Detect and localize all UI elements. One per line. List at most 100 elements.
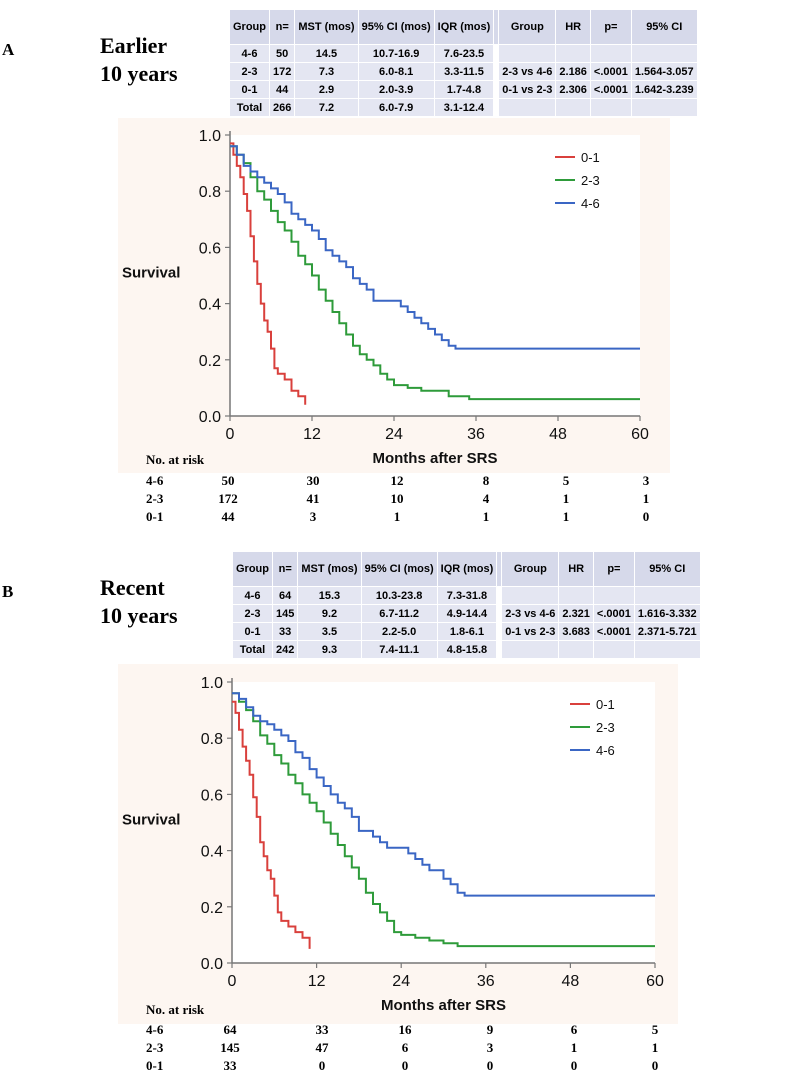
- x-axis-label: Months after SRS: [372, 450, 497, 467]
- risk-count: 0: [651, 1058, 659, 1073]
- stats-header-cell: 95% CI (mos): [361, 552, 437, 586]
- stats-header-cell: IQR (mos): [434, 10, 494, 44]
- y-tick-label: 1.0: [199, 128, 221, 145]
- risk-count: 8: [482, 473, 490, 488]
- stats-row: 0-1 33 3.5 2.2-5.0 1.8-6.1 0-1 vs 2-3 3.683 <.0…: [233, 623, 700, 640]
- stats-cell: [634, 641, 700, 658]
- risk-count: 0: [642, 509, 650, 524]
- y-tick-label: 0.6: [201, 787, 223, 804]
- stats-cell: [634, 587, 700, 604]
- panel-b-title-line2: 10 years: [100, 603, 178, 628]
- panel-a-title-line1: Earlier: [100, 33, 168, 58]
- stats-header-cell: Group: [502, 552, 559, 586]
- legend-label: 0-1: [596, 697, 615, 712]
- x-tick-label: 0: [226, 426, 235, 443]
- risk-count: 1: [482, 509, 490, 524]
- stats-cell: <.0001: [590, 81, 631, 98]
- stats-row: Total 266 7.2 6.0-7.9 3.1-12.4: [230, 99, 697, 116]
- risk-count: 0: [318, 1058, 326, 1073]
- stats-header-cell: MST (mos): [295, 10, 358, 44]
- y-tick-label: 1.0: [201, 675, 223, 692]
- stats-cell: [631, 45, 697, 62]
- stats-cell: 266: [270, 99, 295, 116]
- stats-header-cell: HR: [559, 552, 593, 586]
- stats-header-cell: Group: [230, 10, 269, 44]
- stats-row: 4-6 64 15.3 10.3-23.8 7.3-31.8: [233, 587, 700, 604]
- stats-cell: 10.3-23.8: [361, 587, 437, 604]
- stats-cell: 9.2: [298, 605, 361, 622]
- risk-count: 0: [486, 1058, 494, 1073]
- stats-cell: [590, 99, 631, 116]
- y-tick-label: 0.4: [201, 844, 223, 861]
- legend-label: 4-6: [596, 743, 615, 758]
- risk-count: 33: [315, 1022, 329, 1037]
- stats-spacer: [494, 99, 499, 116]
- stats-cell: [502, 587, 559, 604]
- risk-count: 47: [315, 1040, 329, 1055]
- stats-cell: [499, 99, 556, 116]
- plot-area: [230, 135, 640, 416]
- panel-b-chart: 0.0 0.2 0.4 0.6 0.8 1.0 0 12 24 36 48 60 Survival Mon…: [118, 664, 685, 1029]
- stats-cell: <.0001: [590, 63, 631, 80]
- stats-cell: Total: [230, 99, 269, 116]
- x-tick-label: 24: [392, 973, 410, 990]
- stats-cell: [631, 99, 697, 116]
- stats-header-cell: Group: [233, 552, 272, 586]
- stats-row: 2-3 172 7.3 6.0-8.1 3.3-11.5 2-3 vs 4-6 2.186 <…: [230, 63, 697, 80]
- series-line-2-3: [230, 145, 640, 401]
- panel-a-chart: 0.0 0.2 0.4 0.6 0.8 1.0 0 12 24 36 48 60 Survival Mon…: [118, 118, 678, 478]
- x-tick-label: 48: [549, 426, 567, 443]
- stats-header-cell: MST (mos): [298, 552, 361, 586]
- risk-count: 44: [221, 509, 235, 524]
- stats-cell: 2-3: [233, 605, 272, 622]
- stats-header-cell: 95% CI: [631, 10, 697, 44]
- risk-count: 4: [482, 491, 490, 506]
- risk-count: 16: [398, 1022, 412, 1037]
- panel-b-letter: B: [2, 582, 14, 601]
- panel-a-letter: A: [2, 40, 15, 59]
- stats-cell: 14.5: [295, 45, 358, 62]
- series-line-0-1: [230, 142, 307, 405]
- plot-area: [232, 682, 655, 963]
- stats-cell: 172: [270, 63, 295, 80]
- risk-count: 1: [651, 1040, 659, 1055]
- stats-cell: 2.0-3.9: [358, 81, 434, 98]
- stats-header-cell: 95% CI (mos): [358, 10, 434, 44]
- stats-header-cell: HR: [556, 10, 590, 44]
- x-tick-label: 12: [308, 973, 326, 990]
- panel-a-stats-table: Group n= MST (mos) 95% CI (mos) IQR (mos) Gro…: [229, 9, 698, 117]
- stats-cell: Total: [233, 641, 272, 658]
- stats-cell: 0-1 vs 2-3: [502, 623, 559, 640]
- stats-header-cell: p=: [593, 552, 634, 586]
- y-tick-label: 0.0: [199, 409, 221, 426]
- y-axis-label: Survival: [122, 265, 180, 282]
- x-axis-label: Months after SRS: [381, 997, 506, 1014]
- stats-cell: [559, 641, 593, 658]
- stats-spacer: [494, 45, 499, 62]
- stats-cell: [559, 587, 593, 604]
- stats-spacer: [497, 641, 502, 658]
- stats-cell: 6.7-11.2: [361, 605, 437, 622]
- stats-cell: 0-1: [233, 623, 272, 640]
- risk-count: 3: [309, 509, 317, 524]
- y-tick-label: 0.8: [199, 184, 221, 201]
- stats-spacer: [494, 63, 499, 80]
- legend-label: 2-3: [596, 720, 615, 735]
- panel-a-risk-table: No. at risk 4-6 50 30 12 8 5 3 2-3 172 41 10 4 1 1 0-1 4…: [0, 452, 787, 532]
- stats-header-row: Group n= MST (mos) 95% CI (mos) IQR (mos) Gro…: [230, 10, 697, 44]
- stats-cell: [502, 641, 559, 658]
- risk-count: 145: [220, 1040, 240, 1055]
- risk-count: 172: [218, 491, 238, 506]
- panel-a-title: Earlier 10 years: [100, 32, 178, 88]
- stats-spacer: [497, 623, 502, 640]
- stats-cell: 10.7-16.9: [358, 45, 434, 62]
- risk-count: 0: [570, 1058, 578, 1073]
- y-tick-label: 0.0: [201, 956, 223, 973]
- stats-spacer: [494, 81, 499, 98]
- risk-table-title: No. at risk: [146, 1002, 205, 1017]
- y-tick-label: 0.2: [201, 900, 223, 917]
- risk-count: 10: [390, 491, 404, 506]
- stats-cell: 9.3: [298, 641, 361, 658]
- stats-cell: 33: [273, 623, 298, 640]
- panel-b-title-line1: Recent: [100, 575, 165, 600]
